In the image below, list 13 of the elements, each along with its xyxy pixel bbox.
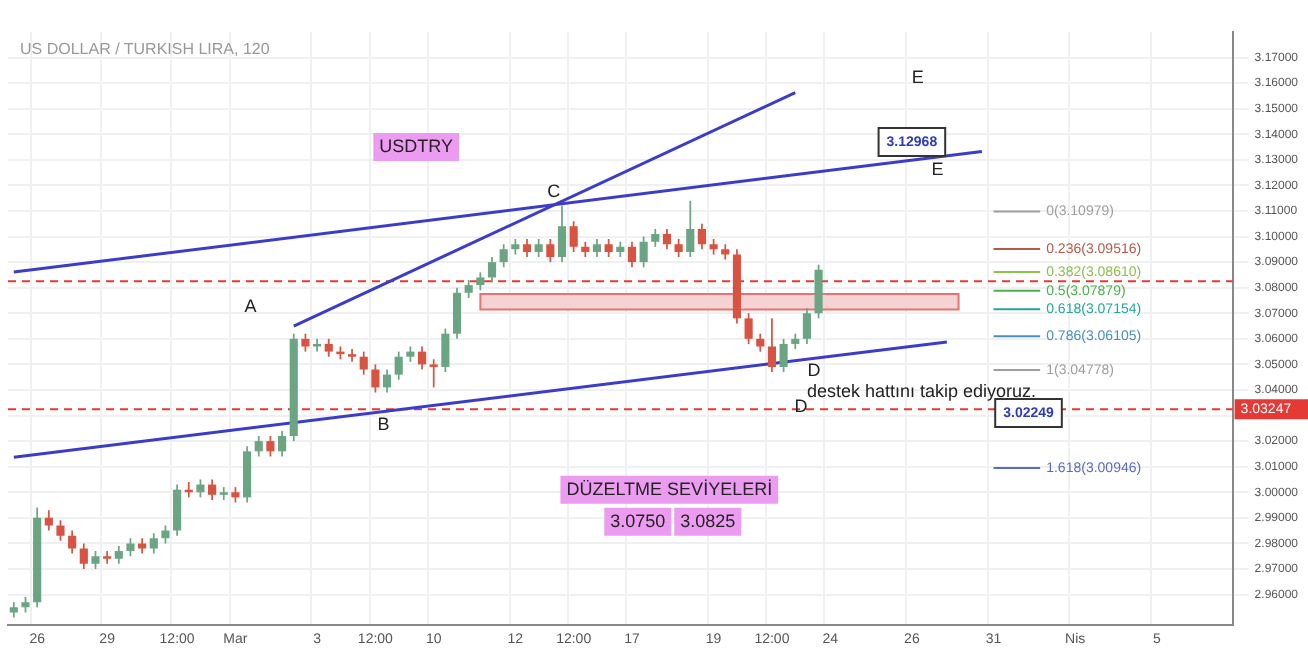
annotation: E — [931, 159, 944, 180]
annotation: DÜZELTME SEVİYELERİ — [566, 478, 773, 499]
annotation: C — [547, 180, 562, 201]
annotation: 3.0825 — [680, 510, 736, 531]
annotation: A — [244, 295, 257, 316]
annotation: B — [377, 414, 390, 435]
annotation: D — [794, 395, 809, 416]
annotation: USDTRY — [379, 136, 454, 157]
annotation: 3.0750 — [610, 510, 666, 531]
annotation: D — [807, 359, 822, 380]
annotation: destek hattını takip ediyoruz. — [806, 380, 1037, 401]
text: US DOLLAR / TURKISH LIRA, 120 — [20, 40, 271, 59]
annotation: E — [911, 66, 924, 87]
